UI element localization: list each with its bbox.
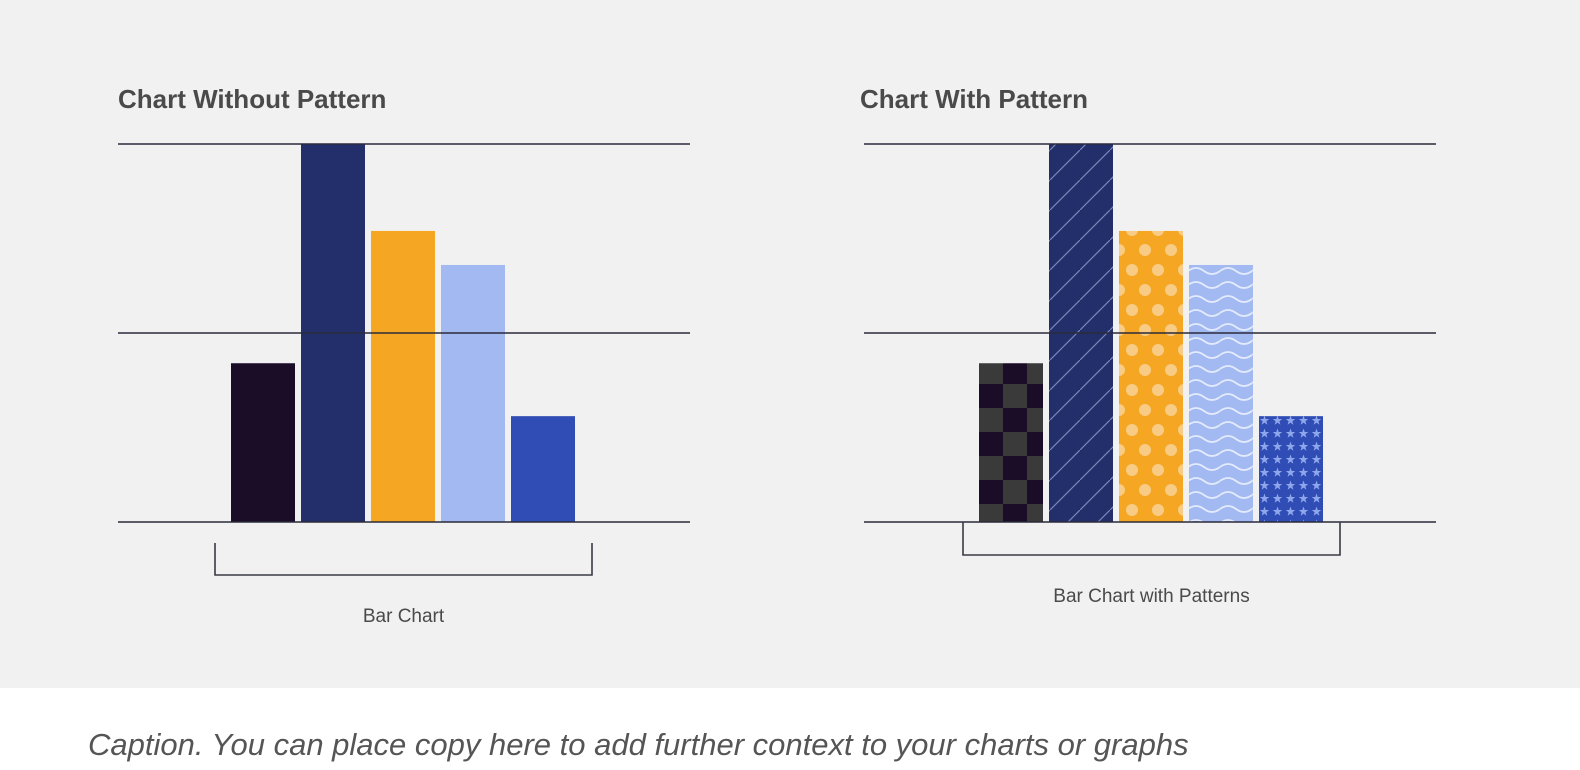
bar-4 bbox=[441, 264, 505, 522]
bar-charts-svg: Bar Chart Bar Chart with Patterns bbox=[118, 143, 1436, 627]
bar-3 bbox=[371, 230, 435, 522]
bracket-label: Bar Chart with Patterns bbox=[1053, 586, 1249, 607]
bar-4 bbox=[1189, 264, 1253, 522]
bar-5 bbox=[1259, 416, 1323, 522]
caption-text: Caption. You can place copy here to add … bbox=[88, 727, 1189, 762]
bar-5 bbox=[511, 416, 575, 522]
chart-title-without-pattern: Chart Without Pattern bbox=[118, 84, 387, 114]
chart-panel bbox=[0, 0, 1580, 688]
bar-1 bbox=[231, 363, 295, 522]
bracket-label: Bar Chart bbox=[363, 606, 445, 627]
bar-chart-without-pattern: Bar Chart bbox=[118, 143, 690, 627]
bar-1 bbox=[979, 363, 1043, 522]
bracket bbox=[962, 522, 1341, 556]
bar-3 bbox=[1119, 230, 1183, 522]
bracket bbox=[214, 543, 593, 576]
bar-chart-with-pattern: Bar Chart with Patterns bbox=[864, 143, 1436, 607]
chart-title-with-pattern: Chart With Pattern bbox=[860, 84, 1088, 114]
